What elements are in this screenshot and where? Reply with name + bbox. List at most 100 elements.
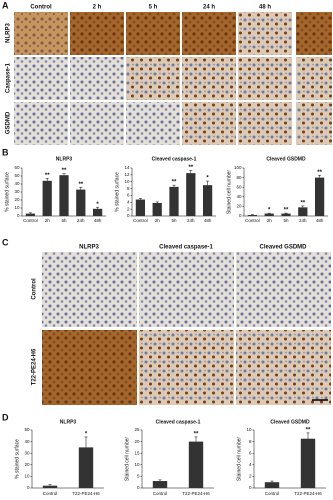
x-tick-label: 48h — [94, 218, 102, 223]
micrograph — [70, 57, 124, 100]
column-header: Cleaved caspase-1 — [159, 245, 213, 251]
chart-title: Cleaved GSDMD — [270, 419, 310, 425]
error-bar — [62, 173, 66, 176]
micrograph — [238, 12, 292, 55]
y-tick-label: 50 — [24, 427, 30, 432]
chart-title: Cleaved caspase-1 — [152, 156, 197, 162]
bar — [25, 213, 36, 216]
y-tick-label: 6 — [249, 450, 252, 455]
column-header: 5 h — [149, 5, 158, 11]
significance-label: * — [96, 202, 99, 208]
significance-label: ** — [284, 208, 289, 214]
x-tick-label: Control — [23, 218, 38, 223]
error-bar — [28, 212, 32, 214]
bar — [152, 481, 168, 488]
row-label: Caspase-1 — [6, 62, 12, 93]
x-tick-label: 2h — [155, 218, 161, 223]
x-tick-label: 5h — [283, 218, 289, 223]
micrograph — [14, 102, 68, 145]
error-bar — [45, 178, 49, 181]
y-tick-label: 100 — [234, 165, 242, 170]
y-tick-label: 8 — [127, 186, 130, 191]
significance-label: ** — [306, 427, 311, 433]
y-tick-label: 25 — [134, 427, 140, 432]
y-tick-label: 20 — [24, 462, 30, 467]
bar — [264, 213, 274, 216]
micrograph — [14, 12, 68, 55]
significance-label: ** — [45, 173, 50, 179]
error-bar — [206, 180, 210, 186]
bar — [186, 173, 196, 216]
error-bar — [301, 205, 305, 208]
panel-label: B — [2, 147, 9, 157]
micrograph — [296, 57, 332, 100]
bar — [247, 215, 258, 216]
micrograph — [70, 12, 124, 55]
significance-label: ** — [78, 182, 83, 188]
column-header: 48 h — [259, 5, 271, 11]
y-axis-title: % stained surface — [4, 172, 10, 212]
bar — [92, 208, 103, 216]
x-tick-label: T22-PE24-H6 — [182, 491, 210, 496]
x-tick-label: T22-PE24-H6 — [294, 491, 322, 496]
y-axis-title: % stained surface — [14, 439, 20, 479]
micrograph — [126, 102, 180, 145]
y-tick-label: 10 — [14, 205, 20, 210]
micrograph — [182, 57, 236, 100]
y-tick-label: 5 — [137, 474, 140, 479]
y-tick-label: 40 — [24, 439, 30, 444]
y-tick-label: 2 — [127, 206, 130, 211]
error-bar — [194, 436, 198, 442]
y-tick-label: 10 — [246, 427, 252, 432]
error-bar — [270, 480, 274, 483]
error-bar — [172, 184, 176, 187]
chart-title: NLRP3 — [56, 156, 73, 162]
x-tick-label: Control — [133, 218, 148, 223]
bar — [314, 177, 325, 216]
micrograph — [238, 57, 292, 100]
row-label: T22-PE24-H6 — [32, 348, 38, 385]
x-tick-label: 5h — [171, 218, 177, 223]
bar — [42, 485, 58, 488]
column-header: NLRP3 — [79, 245, 99, 251]
y-tick-label: 6 — [127, 193, 130, 198]
y-tick-label: 15 — [134, 450, 140, 455]
panel-label: A — [2, 0, 9, 10]
y-tick-label: 4 — [127, 199, 130, 204]
column-header: Cleaved GSDMD — [259, 245, 307, 251]
x-tick-label: 24h — [77, 218, 85, 223]
panel-label: C — [2, 237, 9, 247]
micrograph — [236, 330, 331, 405]
bar — [78, 447, 94, 488]
micrograph — [139, 330, 234, 405]
y-tick-label: 60 — [14, 165, 20, 170]
bar — [298, 207, 308, 216]
micrograph — [296, 12, 332, 55]
micrograph — [296, 102, 332, 145]
bar — [152, 202, 162, 216]
y-tick-label: 20 — [236, 204, 242, 209]
x-tick-label: T22-PE24-H6 — [72, 491, 100, 496]
x-tick-label: Control — [153, 491, 168, 496]
column-header: Control — [30, 5, 52, 11]
x-tick-label: 2h — [45, 218, 51, 223]
column-header: 2 h — [93, 5, 102, 11]
x-tick-label: Control — [43, 491, 58, 496]
bar — [300, 438, 316, 488]
y-tick-label: 40 — [236, 194, 242, 199]
y-tick-label: 12 — [124, 172, 130, 177]
y-tick-label: 10 — [134, 462, 140, 467]
y-tick-label: 80 — [236, 175, 242, 180]
row-label: NLRP3 — [6, 23, 12, 43]
chart-title: Cleaved GSDMD — [266, 156, 306, 162]
y-tick-label: 4 — [249, 462, 252, 467]
y-axis-title: % stained surface — [114, 172, 120, 212]
y-tick-label: 0 — [27, 485, 30, 490]
significance-label: * — [85, 432, 88, 438]
y-tick-label: 50 — [14, 173, 20, 178]
significance-label: ** — [317, 170, 322, 176]
bar — [42, 180, 52, 216]
error-bar — [318, 174, 322, 178]
micrograph — [126, 12, 180, 55]
